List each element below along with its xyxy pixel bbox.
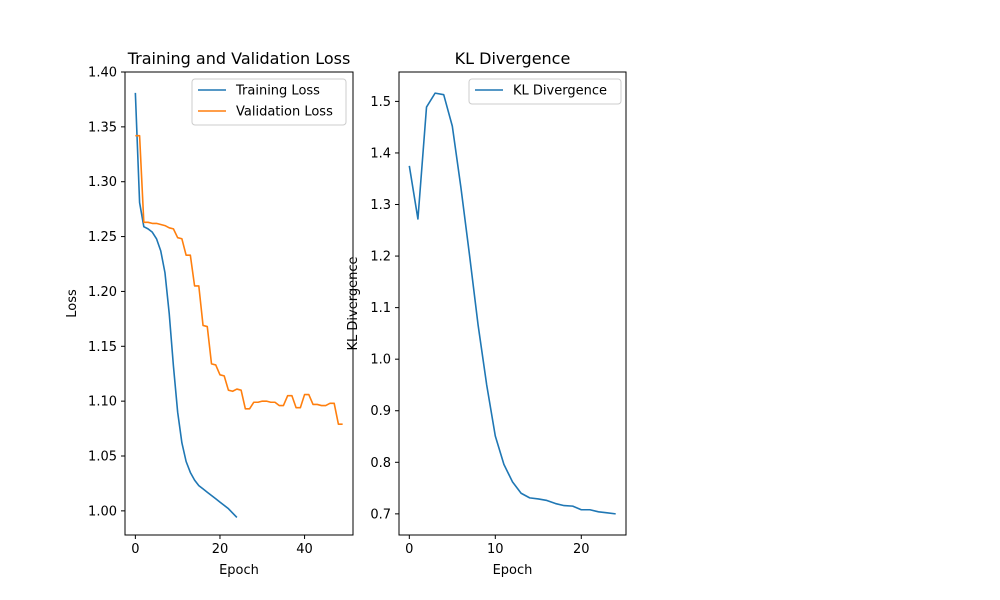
x-tick-label: 0 bbox=[405, 542, 413, 557]
chart-panel-1: 0 20 40 1.00 1.05 1.10 1.15 1.20 1.25 1.30 1.35 1.4… bbox=[65, 49, 354, 578]
series-line-1-1 bbox=[134, 92, 238, 519]
x-tick-label: 0 bbox=[131, 542, 139, 557]
y-tick-label: 0.7 bbox=[370, 507, 391, 522]
y-tick-label: 1.2 bbox=[370, 250, 391, 265]
x-axis-label: Epoch bbox=[219, 563, 259, 578]
y-tick-label: 1.10 bbox=[88, 395, 117, 410]
y-tick-label: 0.8 bbox=[370, 456, 391, 471]
chart-panel-2: 0 10 20 0.7 0.8 0.9 1.0 1.1 1.2 1.3 1.4 1.5 KL Diver… bbox=[346, 49, 627, 578]
y-axis-label: Loss bbox=[65, 289, 80, 318]
y-tick-label: 1.20 bbox=[88, 285, 117, 300]
legend-label: KL Divergence bbox=[513, 84, 607, 99]
x-tick-label: 40 bbox=[296, 542, 313, 557]
y-tick-label: 1.35 bbox=[88, 120, 117, 135]
legend-box bbox=[468, 78, 622, 105]
x-tick-label: 20 bbox=[573, 542, 590, 557]
y-tick-label: 1.40 bbox=[88, 66, 117, 81]
legend-label: Validation Loss bbox=[236, 105, 333, 120]
legend-label: Training Loss bbox=[235, 84, 320, 99]
y-tick-label: 1.15 bbox=[88, 340, 117, 355]
x-axis-label: Epoch bbox=[493, 563, 533, 578]
chart-title: Training and Validation Loss bbox=[127, 49, 351, 68]
legend-box bbox=[191, 78, 347, 126]
plot-frame-1 bbox=[124, 71, 354, 536]
y-tick-label: 1.1 bbox=[370, 301, 391, 316]
x-tick-label: 20 bbox=[212, 542, 229, 557]
series-line-1-2 bbox=[135, 134, 343, 425]
y-tick-label: 0.9 bbox=[370, 404, 391, 419]
legend: KL Divergence bbox=[468, 78, 622, 105]
y-tick-label: 1.05 bbox=[88, 450, 117, 465]
y-tick-label: 1.0 bbox=[370, 353, 391, 368]
series-line-2-1 bbox=[408, 92, 616, 515]
y-axis-label: KL Divergence bbox=[346, 257, 361, 351]
y-tick-label: 1.4 bbox=[370, 146, 391, 161]
y-tick-label: 1.5 bbox=[370, 95, 391, 110]
y-tick-label: 1.30 bbox=[88, 175, 117, 190]
plot-frame-2 bbox=[398, 71, 627, 536]
y-tick-label: 1.00 bbox=[88, 504, 117, 519]
y-tick-label: 1.25 bbox=[88, 230, 117, 245]
legend: Training Loss Validation Loss bbox=[191, 78, 347, 126]
chart-title: KL Divergence bbox=[455, 49, 571, 68]
x-tick-label: 10 bbox=[487, 542, 504, 557]
y-tick-label: 1.3 bbox=[370, 198, 391, 213]
